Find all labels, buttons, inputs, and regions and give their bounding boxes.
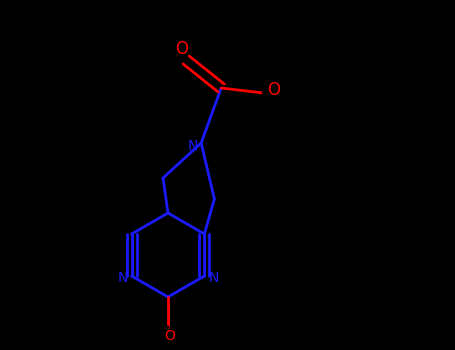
Text: O: O: [165, 329, 176, 343]
Text: N: N: [208, 271, 218, 285]
Text: N: N: [117, 271, 128, 285]
Text: O: O: [175, 40, 187, 58]
Text: O: O: [267, 81, 280, 99]
Text: N: N: [188, 139, 198, 153]
